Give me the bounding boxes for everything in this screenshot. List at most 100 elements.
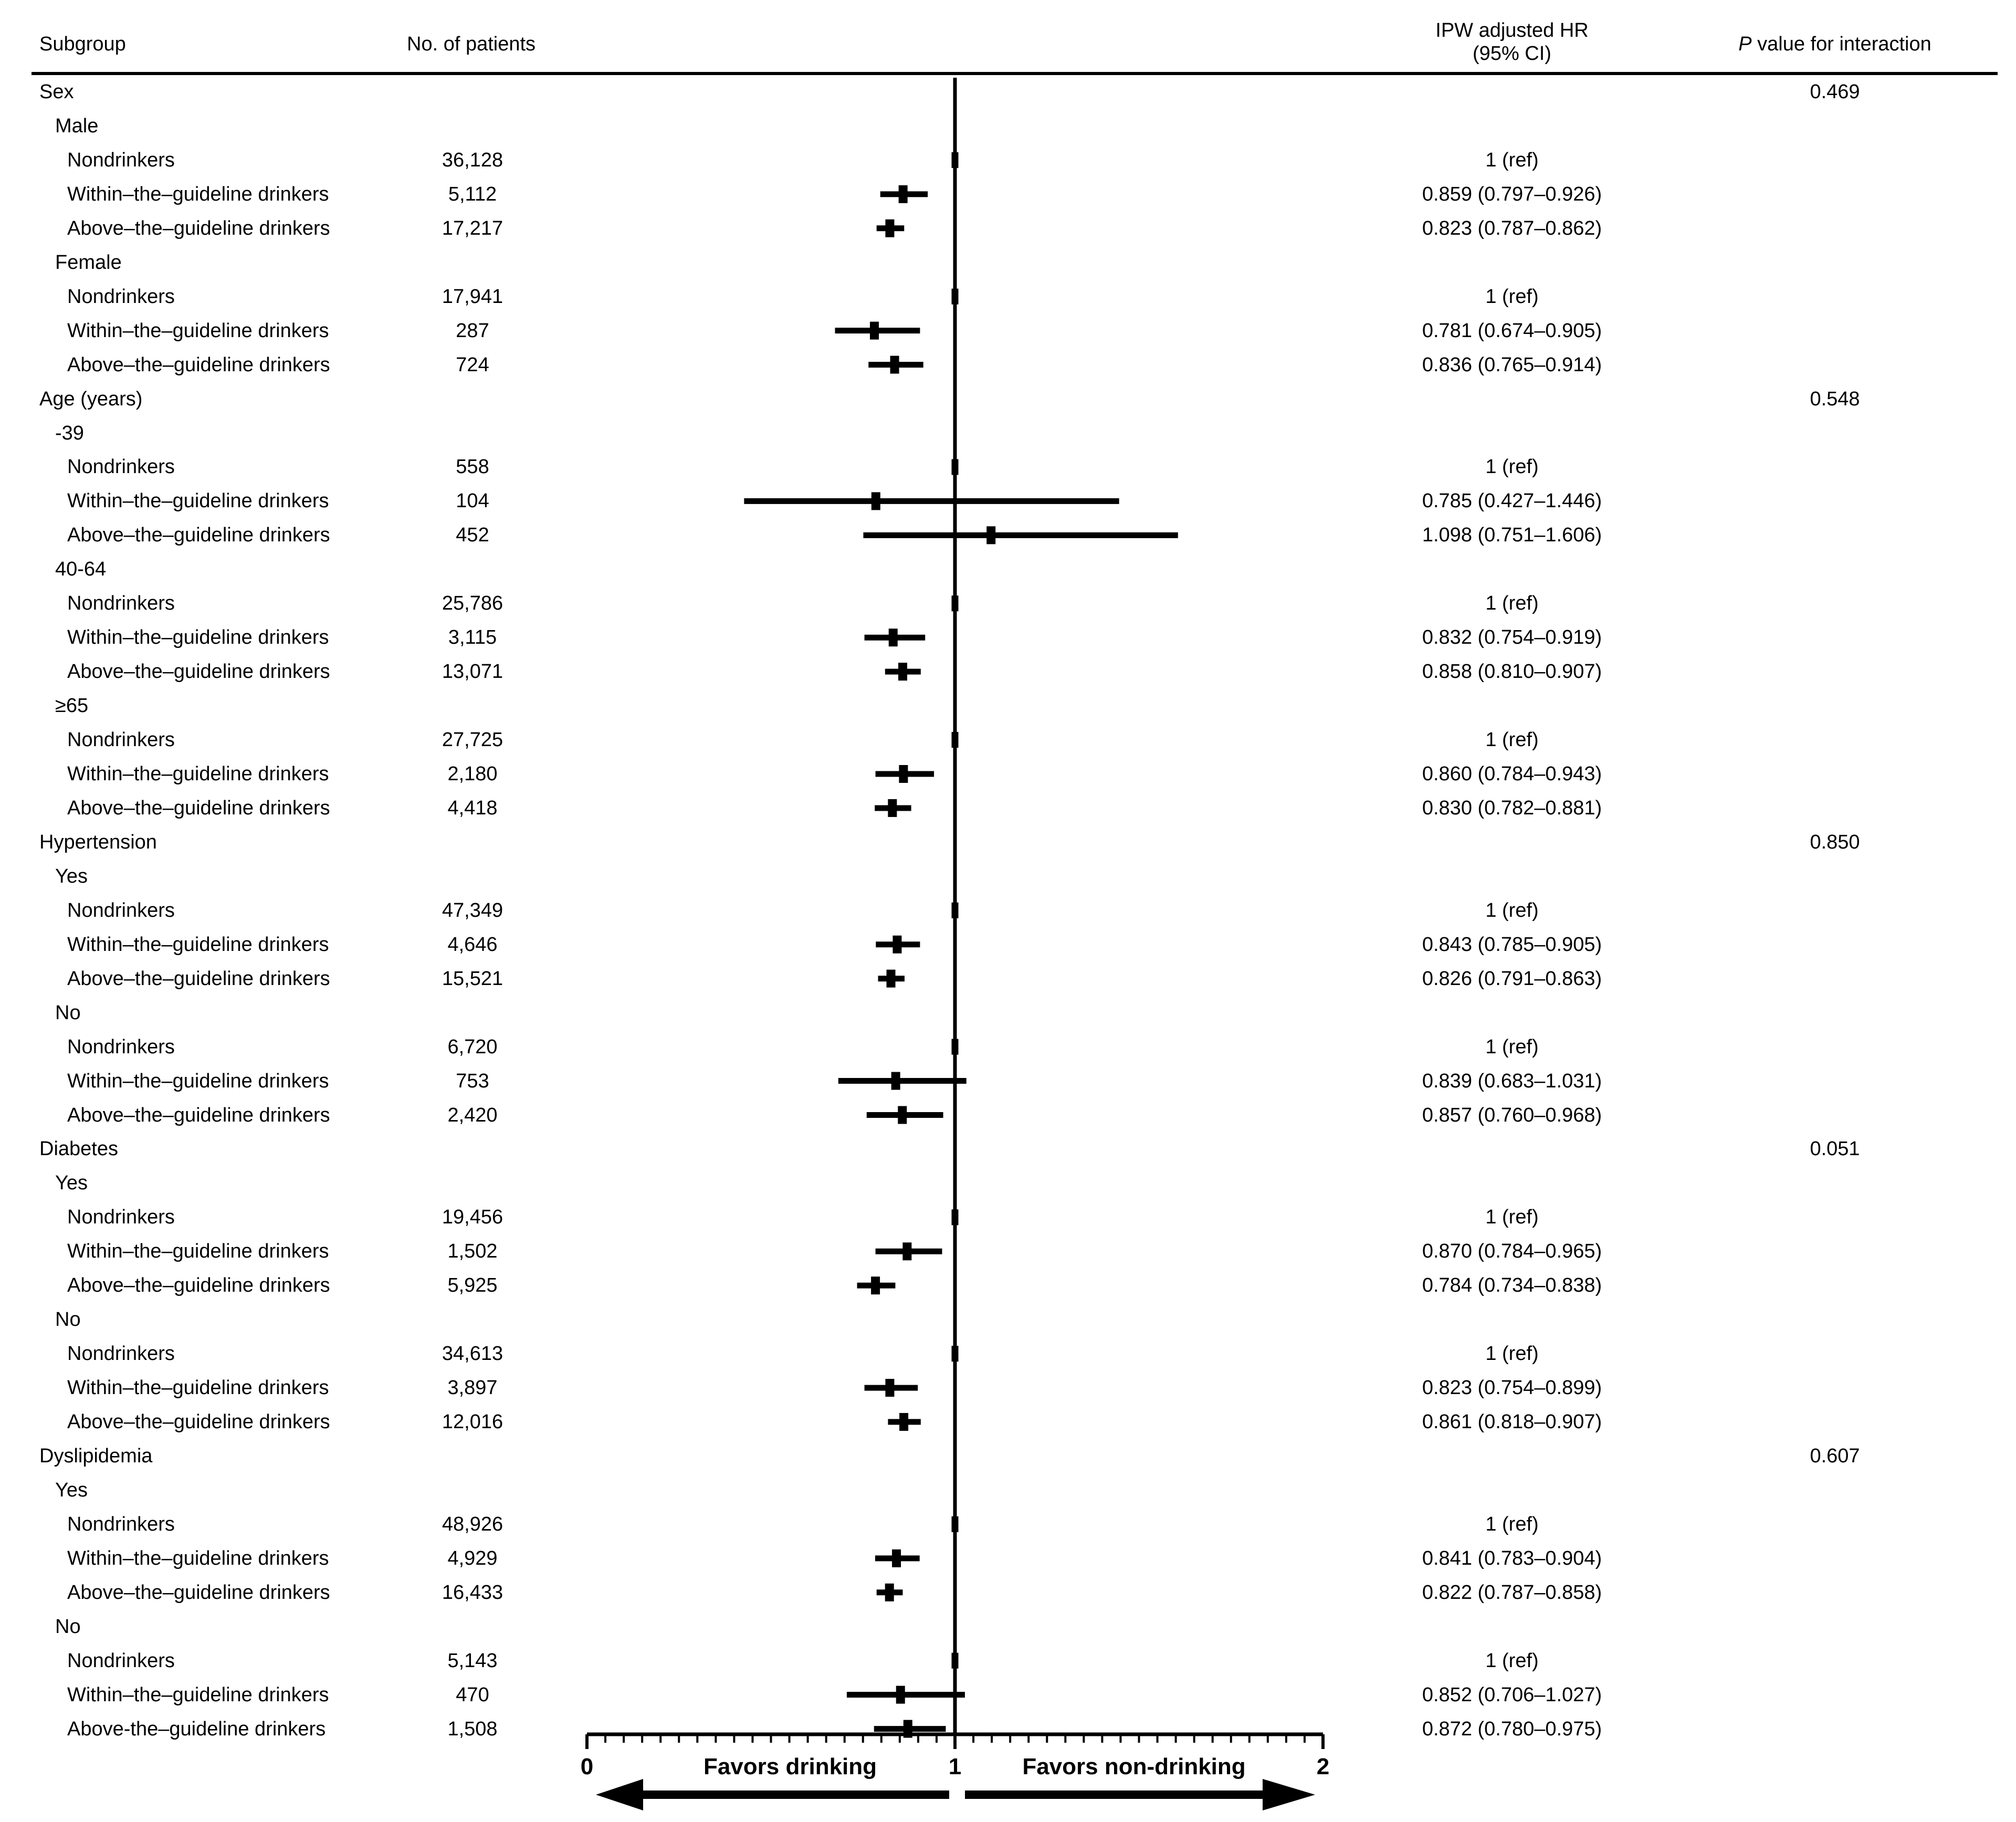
p-interaction: 0.850 [1810,831,1860,853]
point-estimate [890,355,899,374]
row-label: ≥65 [55,695,89,717]
subgroup-header-row: Sex 0.469 [0,76,2016,108]
point-estimate [899,765,908,783]
row-label: Male [55,114,99,137]
table-row: Above–the–guideline drinkers 4,418 0.830 (… [0,792,2016,824]
arrow-right-icon [1263,1779,1315,1810]
point-estimate [898,663,907,681]
hr-ci-text: 0.826 (0.791–0.863) [1422,967,1602,990]
p-interaction: 0.607 [1810,1445,1860,1467]
row-label: Within–the–guideline drinkers [67,1547,329,1569]
hr-ci-text: 1 (ref) [1485,1343,1539,1365]
patient-count: 16,433 [442,1581,503,1604]
row-label: Yes [55,865,88,887]
row-label: Above–the–guideline drinkers [67,661,330,683]
point-estimate [869,321,879,340]
hr-ci-text: 1 (ref) [1485,456,1539,478]
arrow-left-icon [596,1779,643,1810]
subgroup-level-row: Male [0,110,2016,142]
row-label: Above–the–guideline drinkers [67,1411,330,1433]
hr-ci-text: 0.832 (0.754–0.919) [1422,626,1602,649]
favor-drinking-label: Favors drinking [704,1754,877,1779]
row-label: Hypertension [39,831,157,853]
hr-ci-text: 0.839 (0.683–1.031) [1422,1070,1602,1092]
hr-ci-text: 0.852 (0.706–1.027) [1422,1683,1602,1706]
patient-count: 5,143 [447,1649,498,1672]
hr-ci-text: 0.822 (0.787–0.858) [1422,1581,1602,1604]
row-label: Above–the–guideline drinkers [67,217,330,239]
table-row: Within–the–guideline drinkers 104 0.785 (0… [0,485,2016,517]
col-header-p: P value for interaction [1722,33,1948,56]
patient-count: 17,217 [442,217,503,239]
subgroup-level-row: No [0,1304,2016,1335]
table-row: Nondrinkers 17,941 1 (ref) [0,281,2016,312]
table-row: Within–the–guideline drinkers 4,646 0.843 … [0,929,2016,960]
table-row: Within–the–guideline drinkers 287 0.781 (0… [0,315,2016,347]
patient-count: 36,128 [442,149,503,171]
row-label: Above-the–guideline drinkers [67,1718,326,1740]
subgroup-level-row: Yes [0,861,2016,892]
row-label: Above–the–guideline drinkers [67,1581,330,1604]
header-rule [32,72,1998,75]
row-label: Above–the–guideline drinkers [67,1104,330,1126]
row-label: Nondrinkers [67,729,175,751]
subgroup-level-row: Female [0,247,2016,278]
point-estimate [888,629,898,647]
col-header-hr: IPW adjusted HR (95% CI) [1381,19,1643,65]
point-estimate [885,1379,895,1397]
hr-ci-text: 0.823 (0.787–0.862) [1422,217,1602,239]
patient-count: 27,725 [442,729,503,751]
patient-count: 3,115 [448,626,497,649]
table-row: Above–the–guideline drinkers 2,420 0.857 (… [0,1100,2016,1131]
point-estimate [886,969,896,988]
patient-count: 5,925 [447,1274,498,1297]
hr-ci-text: 0.836 (0.765–0.914) [1422,353,1602,376]
row-label: Above–the–guideline drinkers [67,524,330,547]
row-label: No [55,1001,81,1024]
table-row: Above–the–guideline drinkers 724 0.836 (0.… [0,349,2016,381]
table-row: Above–the–guideline drinkers 16,433 0.822 … [0,1577,2016,1608]
point-estimate [986,526,996,544]
col-header-hr-line1: IPW adjusted HR [1435,19,1589,41]
patient-count: 47,349 [442,899,503,922]
row-label: Female [55,251,122,274]
hr-ci-text: 0.781 (0.674–0.905) [1422,319,1602,342]
row-label: Nondrinkers [67,1206,175,1229]
table-row: Nondrinkers 47,349 1 (ref) [0,895,2016,926]
patient-count: 3,897 [447,1377,498,1399]
table-header: Subgroup No. of patients IPW adjusted HR… [0,0,2016,79]
subgroup-header-row: Age (years) 0.548 [0,383,2016,415]
row-label: Above–the–guideline drinkers [67,797,330,819]
patient-count: 287 [456,319,489,342]
hr-ci-text: 0.843 (0.785–0.905) [1422,933,1602,956]
row-label: Dyslipidemia [39,1445,153,1467]
point-estimate [902,1242,912,1261]
patient-count: 558 [456,456,489,478]
table-row: Nondrinkers 27,725 1 (ref) [0,724,2016,756]
table-row: Nondrinkers 25,786 1 (ref) [0,588,2016,619]
patient-count: 2,420 [447,1104,498,1126]
point-estimate [892,935,902,954]
p-interaction: 0.548 [1810,388,1860,410]
point-estimate [899,1413,909,1431]
point-estimate [885,219,895,237]
table-row: Within–the–guideline drinkers 2,180 0.860 … [0,758,2016,790]
patient-count: 15,521 [442,967,503,990]
p-interaction: 0.051 [1810,1138,1860,1160]
row-label: Within–the–guideline drinkers [67,1070,329,1092]
patient-count: 4,929 [447,1547,498,1569]
table-row: Above-the–guideline drinkers 1,508 0.872 (… [0,1713,2016,1745]
row-label: Within–the–guideline drinkers [67,933,329,956]
row-label: Within–the–guideline drinkers [67,319,329,342]
tick-label: 0 [581,1754,593,1779]
favor-nondrinking-label: Favors non-drinking [1022,1754,1245,1779]
subgroup-level-row: No [0,997,2016,1029]
patient-count: 34,613 [442,1343,503,1365]
table-row: Nondrinkers 19,456 1 (ref) [0,1201,2016,1233]
table-row: Within–the–guideline drinkers 753 0.839 (0… [0,1065,2016,1097]
point-estimate [891,1072,900,1090]
patient-count: 12,016 [442,1411,503,1433]
patient-count: 470 [456,1683,489,1706]
hr-ci-text: 0.785 (0.427–1.446) [1422,490,1602,512]
hr-ci-text: 1 (ref) [1485,1035,1539,1058]
